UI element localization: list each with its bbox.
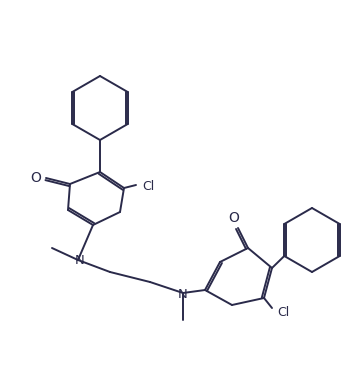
Text: O: O — [30, 171, 42, 185]
Text: N: N — [178, 288, 188, 302]
Text: Cl: Cl — [277, 306, 289, 320]
Text: O: O — [228, 211, 240, 225]
Text: N: N — [75, 254, 85, 266]
Text: Cl: Cl — [142, 179, 154, 193]
